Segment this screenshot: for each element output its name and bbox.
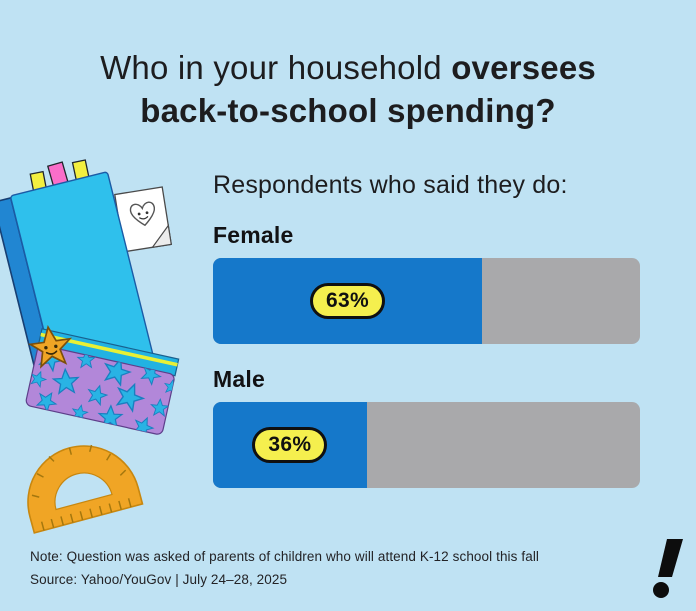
page-title: Who in your household oversees back-to-s… [0,46,696,132]
footer-note: Note: Question was asked of parents of c… [30,549,540,564]
title-line-1: Who in your household oversees [0,46,696,89]
heart-note-icon [114,186,173,253]
bar-track-female: 63% [213,258,640,344]
title-bold-text: oversees [451,49,596,86]
footer-source: Source: Yahoo/YouGov | July 24–28, 2025 [30,572,288,587]
school-supplies-illustration [0,159,180,534]
title-line-2: back-to-school spending? [140,92,556,129]
pencil-case-zipper-line [40,332,178,367]
bar-label-male: Male [213,366,265,392]
bar-label-female: Female [213,222,294,248]
bar-track-male: 36% [213,402,640,488]
bar-group-male: Male 36% [213,366,640,488]
pencil-case-icon [25,328,180,436]
bar-chart: Respondents who said they do: Female 63%… [213,170,640,510]
value-pill-female: 63% [310,283,385,319]
star-face-icon [27,323,75,369]
bar-fill-male: 36% [213,402,367,488]
yahoo-exclamation-logo [653,539,683,598]
bar-fill-female: 63% [213,258,482,344]
title-regular-text: Who in your household [100,49,452,86]
bar-group-female: Female 63% [213,222,640,344]
chart-subtitle: Respondents who said they do: [213,171,568,199]
value-pill-male: 36% [252,427,328,463]
protractor-icon [27,444,144,534]
footer: Note: Question was asked of parents of c… [30,545,539,591]
